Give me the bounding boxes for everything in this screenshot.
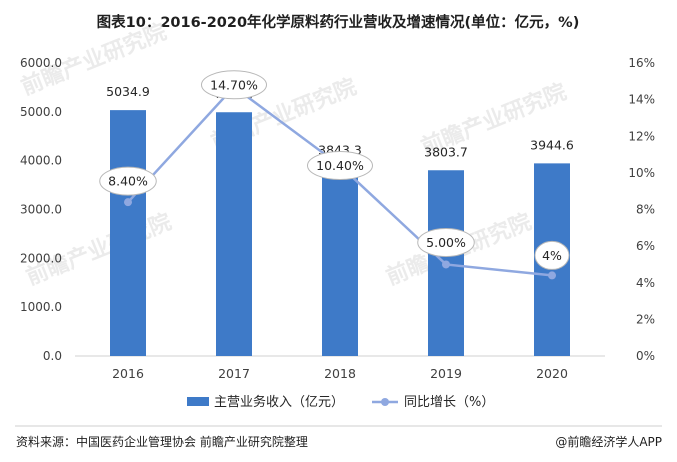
right-axis-tick-label: 2% — [636, 312, 655, 326]
line-value-label: 14.70% — [210, 77, 258, 92]
category-label: 2018 — [324, 366, 356, 381]
line-value-label: 8.40% — [108, 174, 148, 189]
bar — [216, 112, 252, 356]
right-axis-tick-label: 10% — [628, 166, 655, 180]
left-axis-tick-label: 1000.0 — [20, 300, 62, 314]
line-value-callout — [99, 166, 157, 196]
bar-value-label: 3944.6 — [530, 137, 574, 152]
category-label: 2020 — [536, 366, 568, 381]
line-value-label: 5.00% — [426, 235, 466, 250]
legend-line-label: 同比增长（%） — [404, 395, 494, 410]
left-axis-tick-label: 6000.0 — [20, 56, 62, 70]
category-label: 2017 — [218, 366, 250, 381]
left-axis-tick-label: 3000.0 — [20, 203, 62, 217]
right-axis-tick-label: 8% — [636, 203, 655, 217]
chart-title: 图表10：2016-2020年化学原料药行业营收及增速情况(单位：亿元，%) — [97, 13, 580, 31]
left-axis-tick-label: 0.0 — [43, 349, 62, 363]
line-point — [442, 260, 450, 269]
right-axis: 0% 2% 4% 6% 8% 10% 12% 14% 16% — [628, 56, 655, 363]
bar — [322, 168, 358, 356]
bar-series — [110, 110, 570, 356]
footer-brand: @前瞻经济学人APP — [555, 434, 662, 449]
right-axis-tick-label: 0% — [636, 349, 655, 363]
legend-bar-label: 主营业务收入（亿元） — [214, 394, 344, 410]
right-axis-tick-label: 16% — [628, 56, 655, 70]
line-value-label: 4% — [542, 248, 562, 263]
category-label: 2016 — [112, 366, 144, 381]
left-axis-tick-label: 2000.0 — [20, 251, 62, 265]
bar-value-label: 3803.7 — [424, 144, 468, 159]
footer-source: 资料来源：中国医药企业管理协会 前瞻产业研究院整理 — [16, 434, 308, 449]
right-axis-tick-label: 14% — [628, 93, 655, 107]
line-value-callout — [534, 240, 570, 270]
legend-bar-swatch — [187, 397, 209, 406]
category-labels: 2016 2017 2018 2019 2020 — [112, 366, 568, 381]
legend-line-marker — [381, 398, 389, 406]
legend: 主营业务收入（亿元） 同比增长（%） — [187, 394, 494, 410]
category-label: 2019 — [430, 366, 462, 381]
right-axis-tick-label: 6% — [636, 239, 655, 253]
line-point — [548, 271, 556, 280]
left-axis-tick-label: 5000.0 — [20, 105, 62, 119]
line-value-label: 10.40% — [316, 158, 364, 173]
line-value-callout — [307, 151, 373, 181]
right-axis-tick-label: 12% — [628, 129, 655, 143]
watermark-4: 前瞻产业研究院 — [23, 209, 176, 291]
watermarks: 前瞻产业研究院 前瞻产业研究院 前瞻产业研究院 前瞻产业研究院 前瞻产业研究院 — [18, 19, 571, 291]
left-axis-tick-label: 4000.0 — [20, 154, 62, 168]
line-point — [124, 198, 132, 207]
line-value-labels: 8.40% 14.70% 10.40% 5.00% 4% — [99, 70, 570, 270]
bar-value-label: 5034.9 — [106, 84, 150, 99]
line-value-callout — [201, 70, 267, 100]
left-axis: 0.0 1000.0 2000.0 3000.0 4000.0 5000.0 6000.0 — [20, 56, 62, 363]
line-value-callout — [417, 227, 475, 257]
right-axis-tick-label: 4% — [636, 276, 655, 290]
bar — [110, 110, 146, 356]
